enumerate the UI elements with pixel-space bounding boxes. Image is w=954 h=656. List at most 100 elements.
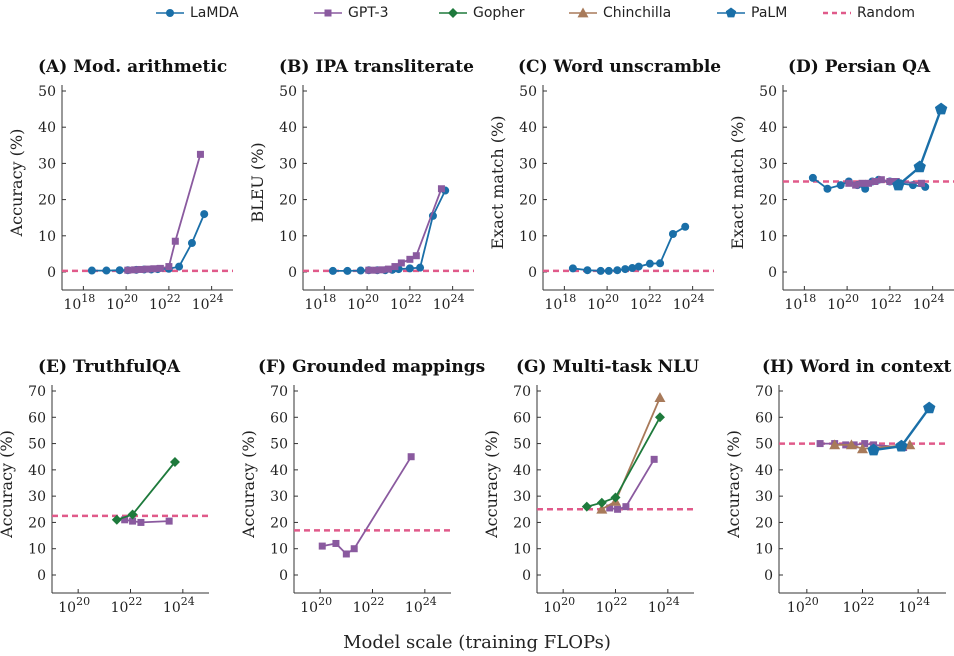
data-point-lamda <box>175 262 184 271</box>
y-tick-label: 20 <box>519 193 537 209</box>
data-point-lamda <box>416 263 425 272</box>
y-tick-label: 70 <box>755 384 773 400</box>
y-tick-label: 50 <box>279 84 297 100</box>
legend-marker-gopher <box>448 8 458 18</box>
data-point-lamda <box>613 266 622 275</box>
y-tick-label: 10 <box>270 542 288 558</box>
data-point-chinchilla <box>654 392 666 402</box>
data-point-gpt3 <box>385 265 392 273</box>
x-tick-label: 1020 <box>106 292 138 313</box>
data-point-gpt3 <box>137 265 145 273</box>
data-point-gopher <box>654 412 665 423</box>
x-tick-label: 1022 <box>353 595 385 616</box>
series-line-lamda <box>332 190 447 272</box>
y-tick-label: 40 <box>279 120 297 136</box>
series-lamda <box>568 222 690 275</box>
data-point-lamda <box>87 266 96 275</box>
series-gpt3 <box>121 516 173 526</box>
data-point-lamda <box>681 222 690 231</box>
x-tick-label: 1022 <box>111 595 143 616</box>
series-chinchilla <box>829 439 916 454</box>
series-line-gpt3 <box>322 456 412 556</box>
series-line-gpt3 <box>124 518 170 524</box>
data-point-lamda <box>656 259 665 268</box>
legend-marker-chinchilla <box>577 7 589 18</box>
data-point-lamda <box>405 264 414 273</box>
y-axis-label: Accuracy (%) <box>0 430 16 539</box>
data-point-gpt3 <box>144 265 151 273</box>
legend-swatch-random <box>823 11 851 15</box>
legend: LaMDA GPT-3 Gopher Chinchilla PaLM Random <box>0 0 954 34</box>
data-point-gpt3 <box>121 516 129 524</box>
y-tick-label: 30 <box>513 489 531 505</box>
series-gopher <box>581 412 665 512</box>
y-axis-label: Exact match (%) <box>488 116 507 250</box>
data-point-gpt3 <box>622 503 630 511</box>
y-tick-label: 20 <box>279 193 297 209</box>
data-point-gpt3 <box>165 517 173 525</box>
data-point-gopher <box>596 497 607 508</box>
y-tick-label: 40 <box>38 120 56 136</box>
data-point-gpt3 <box>917 179 925 187</box>
data-point-gpt3 <box>391 263 399 271</box>
x-tick-label: 1024 <box>433 292 465 313</box>
data-point-gopher <box>169 456 180 467</box>
series-gopher <box>111 456 180 525</box>
y-tick-label: 60 <box>513 410 531 426</box>
data-point-gpt3 <box>437 185 445 193</box>
y-tick-label: 10 <box>38 229 56 245</box>
y-tick-label: 30 <box>755 489 773 505</box>
y-axis-label: Accuracy (%) <box>239 430 258 539</box>
panel-title: (B) IPA transliterate <box>279 57 474 77</box>
x-tick-label: 1022 <box>149 292 181 313</box>
y-axis-label: BLEU (%) <box>248 142 267 222</box>
y-tick-label: 10 <box>28 542 46 558</box>
y-tick-label: 20 <box>270 515 288 531</box>
data-point-gpt3 <box>614 505 622 513</box>
x-tick-label: 1020 <box>347 292 379 313</box>
y-tick-label: 50 <box>759 84 777 100</box>
y-tick-label: 50 <box>513 437 531 453</box>
y-tick-label: 40 <box>28 463 46 479</box>
data-point-palm <box>895 439 908 452</box>
y-axis-label: Accuracy (%) <box>724 430 743 539</box>
data-point-lamda <box>328 266 337 275</box>
data-point-chinchilla <box>857 443 868 454</box>
x-tick-label: 1024 <box>648 595 680 616</box>
series-line-gopher <box>116 461 176 521</box>
legend-swatch-gpt3 <box>314 9 342 17</box>
y-axis-label: Accuracy (%) <box>482 430 501 539</box>
data-point-chinchilla <box>904 439 916 450</box>
series-palm <box>867 401 936 456</box>
y-tick-label: 30 <box>270 489 288 505</box>
x-tick-label: 1022 <box>390 292 422 313</box>
y-tick-label: 0 <box>768 265 777 281</box>
data-point-gpt3 <box>342 550 350 558</box>
x-tick-label: 1022 <box>630 292 662 313</box>
series-line-chinchilla <box>834 443 910 450</box>
data-point-palm <box>867 443 880 456</box>
data-point-gopher <box>127 509 138 520</box>
y-tick-label: 20 <box>759 193 777 209</box>
panel-title: (E) TruthfulQA <box>38 357 181 377</box>
y-tick-label: 70 <box>270 384 288 400</box>
legend-label-random: Random <box>857 5 915 21</box>
data-point-gpt3 <box>350 545 358 553</box>
y-tick-label: 0 <box>47 265 56 281</box>
legend-swatch-palm <box>717 7 745 18</box>
y-tick-label: 50 <box>38 84 56 100</box>
series-line-chinchilla <box>601 397 661 511</box>
legend-label-gopher: Gopher <box>473 5 525 21</box>
panel-F: (F) Grounded mappings0102030405060701020… <box>239 357 485 616</box>
data-point-lamda <box>621 265 630 274</box>
series-gpt3 <box>124 150 204 274</box>
y-tick-label: 20 <box>28 515 46 531</box>
y-tick-label: 50 <box>755 437 773 453</box>
legend-entry-lamda: LaMDA <box>155 5 239 21</box>
legend-entry-gopher: Gopher <box>438 5 525 21</box>
data-point-gpt3 <box>365 266 373 274</box>
y-tick-label: 40 <box>513 463 531 479</box>
